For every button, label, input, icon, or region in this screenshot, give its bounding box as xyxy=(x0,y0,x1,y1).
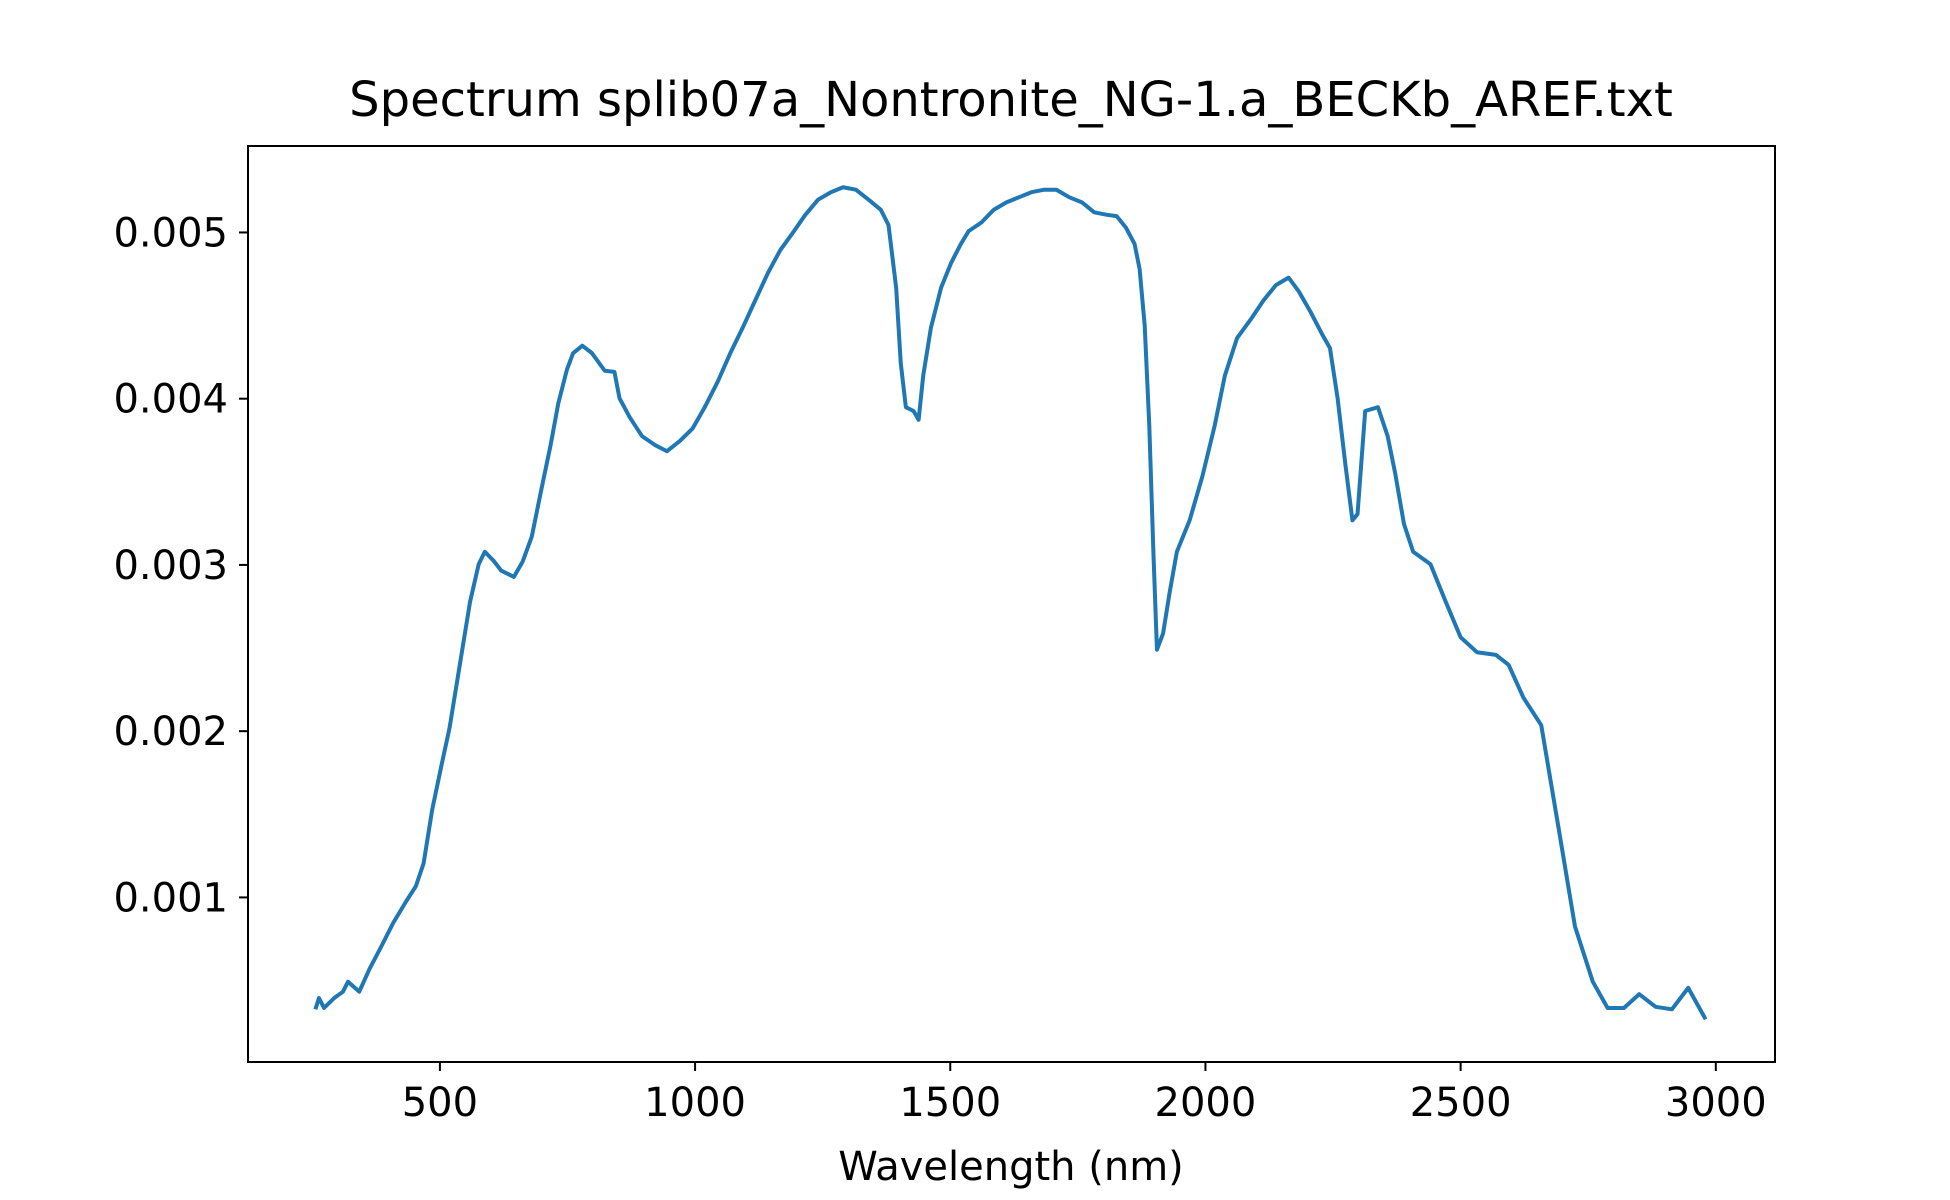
x-tick-label: 1500 xyxy=(899,1080,1001,1126)
x-tick-label: 2000 xyxy=(1155,1080,1257,1126)
y-tick-label: 0.005 xyxy=(113,210,228,256)
spectrum-line xyxy=(313,185,1708,1021)
y-tick-label: 0.003 xyxy=(113,543,228,589)
y-tick-label: 0.001 xyxy=(113,875,228,921)
chart-title: Spectrum splib07a_Nontronite_NG-1.a_BECK… xyxy=(349,72,1673,128)
axes-frame xyxy=(247,145,1776,1063)
y-tick-label: 0.004 xyxy=(113,377,228,423)
x-tick-label: 500 xyxy=(402,1080,478,1126)
x-tick-label: 2500 xyxy=(1410,1080,1512,1126)
x-tick-label: 3000 xyxy=(1665,1080,1767,1126)
y-tick-label: 0.002 xyxy=(113,709,228,755)
x-tick-label: 1000 xyxy=(644,1080,746,1126)
x-axis-label: Wavelength (nm) xyxy=(838,1144,1184,1190)
